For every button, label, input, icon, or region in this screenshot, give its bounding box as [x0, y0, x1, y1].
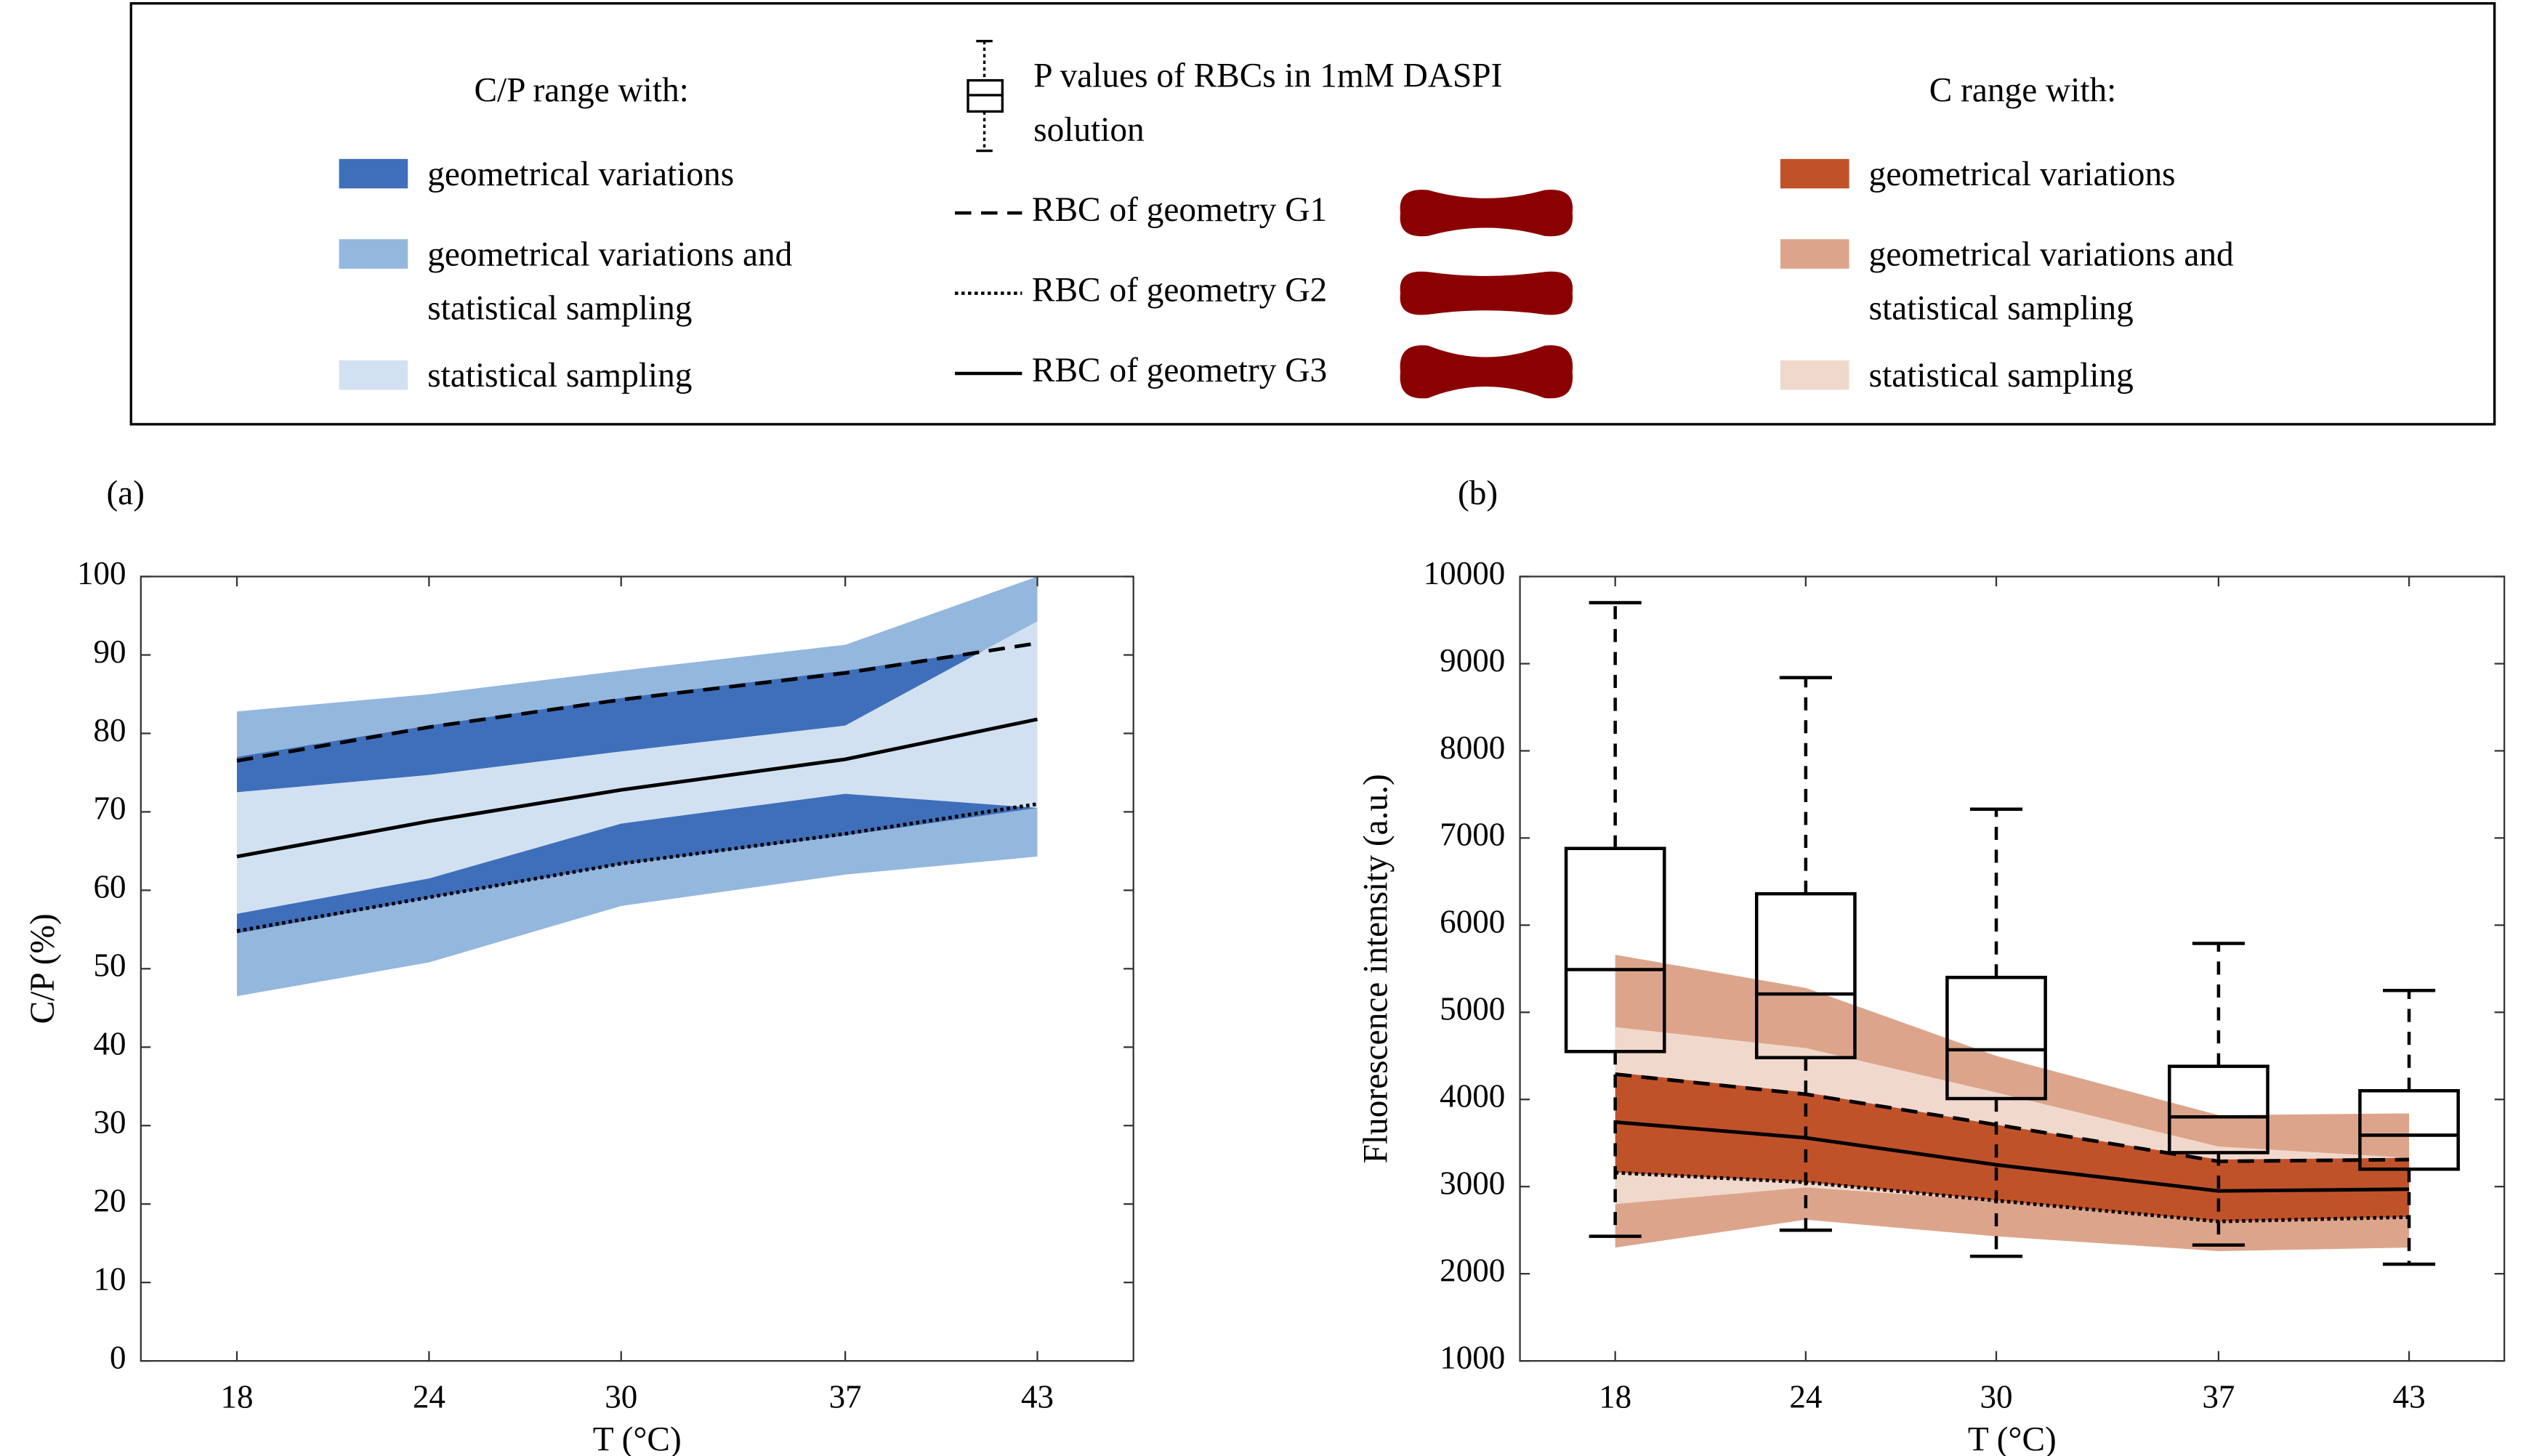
- legend-label: geometrical variations: [427, 154, 735, 194]
- legend-label: RBC of geometry G1: [1032, 191, 1327, 229]
- y-tick-label: 1000: [1440, 1339, 1505, 1375]
- axes-frame: [1519, 575, 2506, 1362]
- y-axis-label: Fluorescence intensity (a.u.): [1357, 774, 1395, 1163]
- x-tick-label: 24: [413, 1379, 445, 1415]
- legend-title: C/P range with:: [474, 71, 688, 109]
- rbc-shape: [1400, 271, 1573, 315]
- legend-label: RBC of geometry G3: [1032, 352, 1327, 389]
- legend-label: P values of RBCs in 1mM DASPI solution: [1033, 55, 1503, 150]
- series-line: [1615, 1170, 2410, 1224]
- legend-label: statistical sampling: [427, 355, 693, 395]
- y-tick-label: 9000: [1440, 642, 1505, 679]
- y-tick-label: 10000: [1424, 555, 1506, 591]
- legend-label: geometrical variations: [1868, 154, 2176, 194]
- y-tick-label: 50: [93, 947, 126, 984]
- legend-label-box: P values of RBCs in 1mM DASPI solution: [1033, 55, 1503, 150]
- legend-swatch: [339, 360, 408, 390]
- y-axis-label: C/P (%): [24, 913, 62, 1024]
- x-axis-label: T (°C): [593, 1421, 682, 1456]
- legend-label-box: geometrical variations and statistical s…: [1868, 234, 2234, 328]
- range-area: [1615, 1072, 2410, 1222]
- box: [2168, 1064, 2269, 1154]
- y-tick-label: 6000: [1440, 904, 1505, 940]
- y-tick-label: 8000: [1440, 729, 1505, 766]
- rbc-shape: [1400, 190, 1573, 237]
- legend-label-box: geometrical variations and statistical s…: [427, 234, 793, 328]
- x-tick-label: 30: [1980, 1379, 2012, 1415]
- y-tick-label: 90: [93, 634, 126, 670]
- y-tick-label: 4000: [1440, 1078, 1505, 1115]
- panel-label: (b): [1458, 474, 1498, 512]
- legend-swatch: [1780, 360, 1849, 390]
- x-tick-label: 37: [2202, 1379, 2235, 1415]
- y-tick-label: 80: [93, 712, 126, 748]
- legend-label: RBC of geometry G2: [1032, 271, 1327, 309]
- box: [1754, 891, 1857, 1059]
- y-tick-label: 70: [93, 790, 126, 827]
- x-tick-label: 24: [1789, 1379, 1822, 1415]
- legend-swatch: [1780, 239, 1849, 269]
- y-tick-label: 3000: [1440, 1165, 1505, 1202]
- box: [2358, 1089, 2460, 1171]
- x-tick-label: 30: [605, 1379, 637, 1415]
- x-tick-label: 37: [829, 1379, 862, 1415]
- series-line: [1615, 1120, 2410, 1193]
- x-tick-label: 18: [1599, 1379, 1631, 1415]
- legend-label-box: statistical sampling: [427, 355, 693, 395]
- legend-label-box: geometrical variations: [427, 154, 735, 194]
- legend-swatch: [339, 158, 408, 189]
- legend-label: geometrical variations and statistical s…: [427, 234, 793, 328]
- x-tick-label: 43: [2393, 1379, 2426, 1415]
- legend-label: statistical sampling: [1868, 355, 2134, 395]
- y-tick-label: 100: [77, 555, 126, 591]
- rbc-shape: [1400, 345, 1573, 399]
- panel-label: (a): [107, 474, 145, 512]
- x-axis-label: T (°C): [1968, 1421, 2057, 1456]
- y-tick-label: 7000: [1440, 817, 1505, 853]
- y-tick-label: 20: [93, 1183, 126, 1219]
- legend-title: C range with:: [1929, 71, 2117, 109]
- legend-label-box: statistical sampling: [1868, 355, 2134, 395]
- y-tick-label: 10: [93, 1261, 126, 1298]
- legend-swatch: [339, 239, 408, 269]
- legend-swatch: [1780, 158, 1849, 189]
- y-tick-label: 30: [93, 1104, 126, 1141]
- legend-label-box: geometrical variations: [1868, 154, 2176, 194]
- range-area: [237, 621, 1038, 914]
- rbc-shapes: [1400, 190, 1573, 399]
- series-line: [236, 717, 1038, 859]
- legend-label: geometrical variations and statistical s…: [1868, 234, 2234, 328]
- y-tick-label: 0: [110, 1339, 126, 1375]
- y-tick-label: 2000: [1440, 1253, 1505, 1289]
- box: [1945, 976, 2047, 1101]
- y-tick-label: 40: [93, 1026, 126, 1062]
- x-tick-label: 18: [220, 1379, 253, 1415]
- y-tick-label: 60: [93, 869, 126, 905]
- box-legend-icon: [967, 39, 1004, 153]
- box: [1564, 846, 1666, 1053]
- y-tick-label: 5000: [1440, 991, 1505, 1027]
- x-tick-label: 43: [1021, 1379, 1054, 1415]
- legend-frame: [129, 1, 2496, 426]
